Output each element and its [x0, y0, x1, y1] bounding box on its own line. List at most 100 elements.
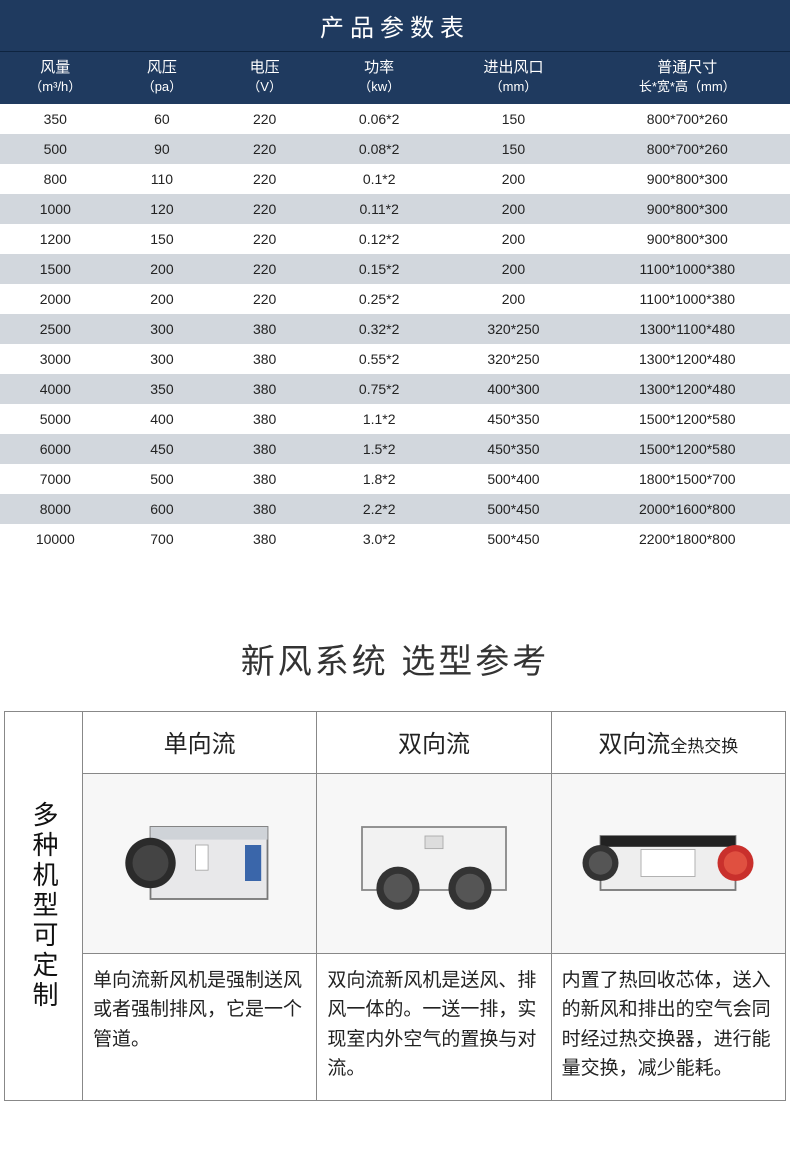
- table-cell: 220: [213, 194, 316, 224]
- table-cell: 380: [213, 494, 316, 524]
- type-heading: 单向流: [83, 712, 316, 774]
- table-cell: 200: [442, 164, 584, 194]
- table-cell: 380: [213, 404, 316, 434]
- section-spacer: [0, 554, 790, 624]
- table-cell: 60: [111, 104, 214, 134]
- table-cell: 900*800*300: [585, 164, 790, 194]
- table-cell: 2200*1800*800: [585, 524, 790, 554]
- table-cell: 400*300: [442, 374, 584, 404]
- table-cell: 800*700*260: [585, 134, 790, 164]
- type-column: 单向流单向流新风机是强制送风或者强制排风，它是一个管道。: [83, 712, 317, 1100]
- type-column: 双向流双向流新风机是送风、排风一体的。一送一排，实现室内外空气的置换与对流。: [317, 712, 551, 1100]
- table-cell: 380: [213, 344, 316, 374]
- table-cell: 0.25*2: [316, 284, 442, 314]
- type-image: [317, 774, 550, 954]
- table-cell: 350: [111, 374, 214, 404]
- params-col-header: 电压（V）: [213, 52, 316, 104]
- table-cell: 1.8*2: [316, 464, 442, 494]
- table-cell: 380: [213, 314, 316, 344]
- table-cell: 1300*1100*480: [585, 314, 790, 344]
- params-col-header: 功率（kw）: [316, 52, 442, 104]
- table-cell: 200: [442, 284, 584, 314]
- table-cell: 600: [111, 494, 214, 524]
- params-table: 风量（m³/h）风压（pa）电压（V）功率（kw）进出风口（mm）普通尺寸长*宽…: [0, 52, 790, 554]
- table-cell: 800: [0, 164, 111, 194]
- table-cell: 220: [213, 134, 316, 164]
- params-header-row: 风量（m³/h）风压（pa）电压（V）功率（kw）进出风口（mm）普通尺寸长*宽…: [0, 52, 790, 104]
- table-row: 15002002200.15*22001100*1000*380: [0, 254, 790, 284]
- table-cell: 200: [442, 194, 584, 224]
- table-cell: 450*350: [442, 404, 584, 434]
- table-cell: 1300*1200*480: [585, 344, 790, 374]
- table-cell: 900*800*300: [585, 224, 790, 254]
- table-cell: 1.5*2: [316, 434, 442, 464]
- table-cell: 0.12*2: [316, 224, 442, 254]
- type-heading: 双向流全热交换: [552, 712, 785, 774]
- type-description: 内置了热回收芯体，送入的新风和排出的空气会同时经过热交换器，进行能量交换，减少能…: [552, 954, 785, 1100]
- type-image: [83, 774, 316, 954]
- table-cell: 220: [213, 104, 316, 134]
- table-cell: 300: [111, 314, 214, 344]
- table-row: 70005003801.8*2500*4001800*1500*700: [0, 464, 790, 494]
- table-cell: 1.1*2: [316, 404, 442, 434]
- table-cell: 450*350: [442, 434, 584, 464]
- table-cell: 6000: [0, 434, 111, 464]
- table-cell: 1500: [0, 254, 111, 284]
- params-col-header: 普通尺寸长*宽*高（mm）: [585, 52, 790, 104]
- table-cell: 150: [111, 224, 214, 254]
- params-col-header: 进出风口（mm）: [442, 52, 584, 104]
- table-cell: 380: [213, 374, 316, 404]
- table-cell: 320*250: [442, 344, 584, 374]
- type-image: [552, 774, 785, 954]
- table-row: 60004503801.5*2450*3501500*1200*580: [0, 434, 790, 464]
- table-cell: 1100*1000*380: [585, 284, 790, 314]
- table-cell: 500*450: [442, 524, 584, 554]
- table-row: 8001102200.1*2200900*800*300: [0, 164, 790, 194]
- table-cell: 220: [213, 224, 316, 254]
- table-row: 500902200.08*2150800*700*260: [0, 134, 790, 164]
- type-heading: 双向流: [317, 712, 550, 774]
- table-cell: 1000: [0, 194, 111, 224]
- table-cell: 0.55*2: [316, 344, 442, 374]
- table-cell: 2.2*2: [316, 494, 442, 524]
- table-cell: 1200: [0, 224, 111, 254]
- table-cell: 3.0*2: [316, 524, 442, 554]
- table-cell: 700: [111, 524, 214, 554]
- table-cell: 1100*1000*380: [585, 254, 790, 284]
- table-cell: 90: [111, 134, 214, 164]
- table-cell: 1500*1200*580: [585, 434, 790, 464]
- table-row: 40003503800.75*2400*3001300*1200*480: [0, 374, 790, 404]
- table-cell: 0.1*2: [316, 164, 442, 194]
- table-row: 30003003800.55*2320*2501300*1200*480: [0, 344, 790, 374]
- table-cell: 200: [442, 254, 584, 284]
- table-cell: 400: [111, 404, 214, 434]
- table-cell: 150: [442, 134, 584, 164]
- params-col-header: 风压（pa）: [111, 52, 214, 104]
- table-cell: 3000: [0, 344, 111, 374]
- table-cell: 1300*1200*480: [585, 374, 790, 404]
- table-cell: 2000: [0, 284, 111, 314]
- selection-title: 新风系统 选型参考: [0, 624, 790, 711]
- table-cell: 2000*1600*800: [585, 494, 790, 524]
- table-row: 25003003800.32*2320*2501300*1100*480: [0, 314, 790, 344]
- table-cell: 380: [213, 434, 316, 464]
- table-cell: 2500: [0, 314, 111, 344]
- table-row: 50004003801.1*2450*3501500*1200*580: [0, 404, 790, 434]
- table-cell: 0.75*2: [316, 374, 442, 404]
- table-cell: 5000: [0, 404, 111, 434]
- types-container: 单向流单向流新风机是强制送风或者强制排风，它是一个管道。双向流双向流新风机是送风…: [83, 712, 785, 1100]
- table-row: 100007003803.0*2500*4502200*1800*800: [0, 524, 790, 554]
- table-cell: 4000: [0, 374, 111, 404]
- table-cell: 500: [111, 464, 214, 494]
- type-description: 单向流新风机是强制送风或者强制排风，它是一个管道。: [83, 954, 316, 1100]
- table-cell: 120: [111, 194, 214, 224]
- selection-side-label: 多种机型可定制: [5, 712, 83, 1100]
- params-table-body: 350602200.06*2150800*700*260500902200.08…: [0, 104, 790, 554]
- table-cell: 500*400: [442, 464, 584, 494]
- table-row: 20002002200.25*22001100*1000*380: [0, 284, 790, 314]
- selection-side-label-text: 多种机型可定制: [26, 801, 61, 1011]
- table-cell: 300: [111, 344, 214, 374]
- table-cell: 350: [0, 104, 111, 134]
- table-cell: 900*800*300: [585, 194, 790, 224]
- table-cell: 0.11*2: [316, 194, 442, 224]
